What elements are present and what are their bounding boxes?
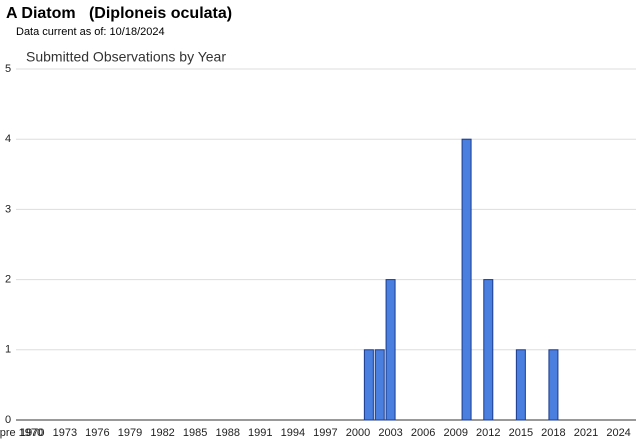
- page-title: A Diatom (Diploneis oculata): [6, 5, 232, 22]
- x-tick-label: 2009: [443, 427, 467, 439]
- x-tick-label: 1988: [215, 427, 239, 439]
- bar: [548, 349, 559, 421]
- x-tick-label: pre 1970: [0, 427, 43, 439]
- x-tick-label: 1973: [53, 427, 77, 439]
- x-tick-label: 1994: [281, 427, 305, 439]
- y-tick-label: 0: [5, 414, 11, 426]
- y-tick-label: 4: [5, 133, 11, 145]
- bar: [461, 138, 472, 421]
- bar: [385, 279, 396, 421]
- y-tick-label: 2: [5, 274, 11, 286]
- bar: [374, 349, 385, 421]
- x-tick-label: 1970: [20, 427, 44, 439]
- x-tick-label: 2006: [411, 427, 435, 439]
- x-tick-label: 1979: [118, 427, 142, 439]
- subtitle: Data current as of: 10/18/2024: [16, 26, 165, 38]
- y-tick-label: 5: [5, 63, 11, 75]
- bar: [363, 349, 374, 421]
- bar: [515, 349, 526, 421]
- x-tick-label: 1985: [183, 427, 207, 439]
- y-tick-label: 1: [5, 344, 11, 356]
- x-tick-label: 2015: [509, 427, 533, 439]
- x-tick-label: 2021: [574, 427, 598, 439]
- x-tick-label: 2024: [606, 427, 630, 439]
- x-tick-label: 2012: [476, 427, 500, 439]
- y-tick-label: 3: [5, 203, 11, 215]
- x-tick-label: 2018: [541, 427, 565, 439]
- x-tick-label: 2000: [346, 427, 370, 439]
- x-tick-label: 2003: [378, 427, 402, 439]
- x-tick-label: 1991: [248, 427, 272, 439]
- x-tick-label: 1997: [313, 427, 337, 439]
- chart-title: Submitted Observations by Year: [26, 49, 226, 65]
- x-tick-label: 1982: [150, 427, 174, 439]
- x-tick-label: 1976: [85, 427, 109, 439]
- bar: [483, 279, 494, 421]
